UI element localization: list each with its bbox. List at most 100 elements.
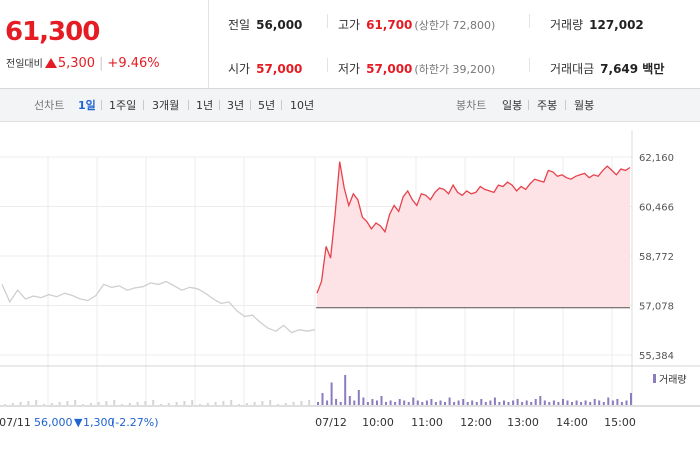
volume-bar <box>335 399 338 405</box>
volume-bar <box>58 402 61 405</box>
volume-bar <box>348 396 351 405</box>
volume-bar <box>357 390 360 405</box>
change-label: 전일대비 <box>6 59 43 70</box>
volume-bar <box>245 403 248 405</box>
tab-1year[interactable]: 1년 <box>196 99 214 112</box>
volume-bar <box>512 400 515 405</box>
today-price-line <box>316 161 631 294</box>
prev-day-price-line <box>1 280 316 334</box>
divider <box>529 14 530 28</box>
volume-bar <box>214 402 217 405</box>
tab-10year[interactable]: 10년 <box>290 99 315 112</box>
volume-bar <box>457 400 460 405</box>
y-tick-label: 57,078 <box>639 302 674 313</box>
tab-3year[interactable]: 3년 <box>227 99 245 112</box>
volume-bar <box>269 400 272 405</box>
tab-daily-candle[interactable]: 일봉 <box>502 99 523 112</box>
volume-bar <box>11 403 14 405</box>
stat-low: 저가 57,000 (하한가 39,200) <box>338 62 496 76</box>
volume-bar <box>539 396 542 405</box>
change-row: 전일대비 5,300 | +9.46% <box>6 55 160 71</box>
volume-bar <box>113 400 116 405</box>
volume-bar <box>175 402 178 405</box>
y-tick-label: 62,160 <box>639 153 674 164</box>
volume-bar <box>425 400 428 405</box>
volume-bar <box>371 399 374 405</box>
stat-open: 시가 57,000 <box>228 62 303 76</box>
tab-monthly-candle[interactable]: 월봉 <box>574 99 595 112</box>
volume-bar <box>292 402 295 405</box>
x-tick-label: 12:00 <box>460 416 492 429</box>
volume-bar <box>19 402 22 405</box>
x-tick-label: 10:00 <box>362 416 394 429</box>
volume-bar <box>160 404 162 405</box>
volume-bar <box>430 399 433 405</box>
today-price-area <box>317 161 630 308</box>
volume-bar <box>421 402 424 405</box>
volume-bar <box>416 400 419 405</box>
volume-bar <box>548 402 551 405</box>
volume-bar <box>616 399 619 405</box>
volume-bar <box>471 400 474 405</box>
volume-bar <box>521 402 524 405</box>
stat-trade-value: 거래대금 7,649 백만 <box>550 62 665 76</box>
volume-bar <box>566 400 569 405</box>
volume-bar <box>317 402 319 405</box>
volume-bar <box>362 397 365 405</box>
volume-bar <box>144 401 147 405</box>
volume-bar <box>105 401 108 405</box>
up-triangle-icon <box>44 58 57 68</box>
volume-bar <box>493 397 496 405</box>
tab-1day[interactable]: 1일 <box>78 99 96 112</box>
volume-bar <box>128 403 131 405</box>
volume-bar <box>516 399 519 405</box>
y-tick-label: 60,466 <box>639 203 674 214</box>
prev-change-percent: (-2.27%) <box>111 416 159 429</box>
volume-bar <box>552 400 555 405</box>
tab-5year[interactable]: 5년 <box>258 99 276 112</box>
x-tick-label: 11:00 <box>411 416 443 429</box>
x-tick-label: 07/12 <box>315 416 347 429</box>
volume-bar <box>607 397 610 405</box>
price-box: 61,300 전일대비 5,300 | +9.46% <box>0 0 209 88</box>
volume-bar <box>439 400 442 405</box>
stat-volume: 거래량 127,002 <box>550 18 644 32</box>
change-percent: +9.46% <box>107 56 160 71</box>
volume-bar <box>403 400 406 405</box>
volume-bar <box>530 402 533 405</box>
volume-bar <box>630 393 632 405</box>
volume-bar <box>498 402 501 405</box>
volume-bar <box>284 403 287 405</box>
volume-bar <box>444 402 446 405</box>
volume-bar <box>534 399 537 405</box>
volume-bar <box>394 402 397 405</box>
volume-bar <box>571 402 573 405</box>
down-triangle-icon: ▼ <box>74 416 83 429</box>
volume-bar <box>353 400 356 405</box>
volume-bar <box>277 404 279 405</box>
tab-weekly-candle[interactable]: 주봉 <box>537 99 558 112</box>
volume-bar <box>475 402 478 405</box>
volume-bar <box>462 399 465 405</box>
line-chart-label: 선차트 <box>34 99 65 112</box>
tab-3month[interactable]: 3개월 <box>152 99 180 112</box>
volume-bar <box>82 404 84 405</box>
volume-bar <box>398 399 401 405</box>
x-tick-label: 07/11 <box>0 416 31 429</box>
divider <box>327 14 328 28</box>
volume-bar <box>121 404 123 405</box>
volume-bar <box>183 401 186 405</box>
volume-legend-swatch <box>653 374 656 383</box>
volume-bar <box>593 399 596 405</box>
volume-bar <box>206 403 209 405</box>
volume-bar <box>602 402 605 405</box>
volume-bar <box>191 400 194 405</box>
tab-1week[interactable]: 1주일 <box>109 99 137 112</box>
volume-bar <box>543 400 546 405</box>
volume-bar <box>562 399 564 405</box>
volume-bar <box>598 400 601 405</box>
volume-bar <box>326 400 329 405</box>
volume-bar <box>66 401 69 405</box>
volume-bar <box>380 396 383 405</box>
volume-bar <box>366 402 369 405</box>
